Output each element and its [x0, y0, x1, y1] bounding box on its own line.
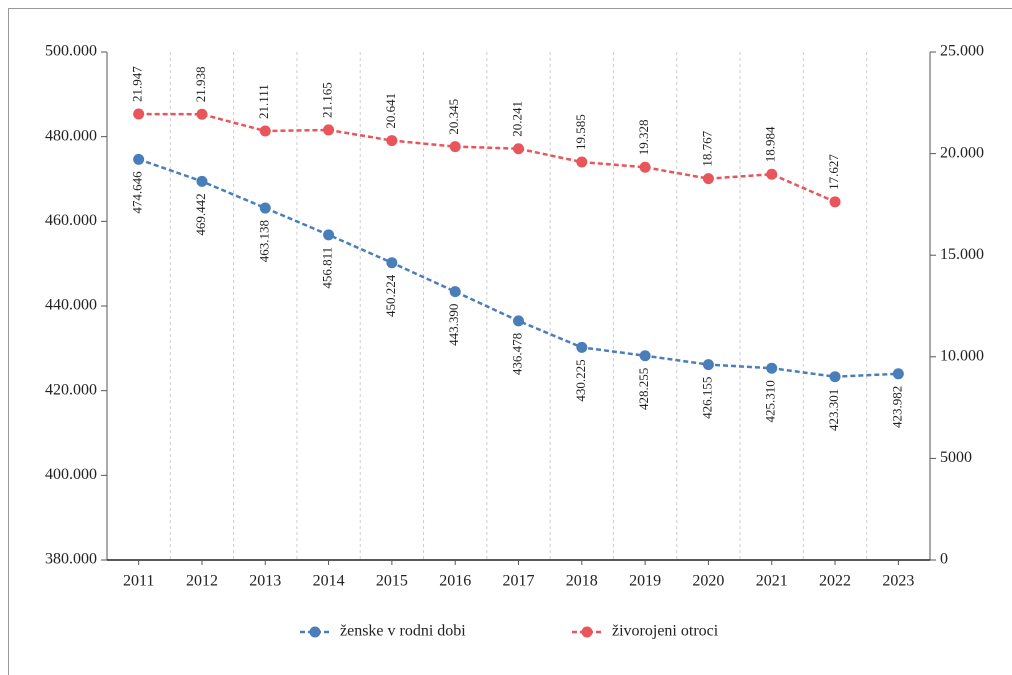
data-label: 20.641: [383, 93, 398, 129]
x-tick-label: 2017: [503, 573, 535, 590]
x-tick-label: 2021: [756, 573, 788, 590]
x-tick-label: 2019: [629, 573, 661, 590]
y2-tick-label: 5000: [940, 449, 972, 466]
series-line: [138, 112, 836, 203]
data-point: [702, 173, 714, 185]
x-tick-label: 2014: [313, 573, 345, 590]
data-label: 436.478: [509, 333, 524, 375]
data-label: 18.767: [699, 130, 714, 166]
x-tick-label: 2011: [123, 573, 154, 590]
data-point: [829, 371, 841, 383]
data-label: 21.947: [130, 66, 145, 102]
x-tick-label: 2018: [566, 573, 598, 590]
data-point: [386, 257, 398, 269]
data-point: [323, 124, 335, 136]
legend-label: ženske v rodni dobi: [340, 623, 466, 640]
data-point: [766, 168, 778, 180]
y2-tick-label: 0: [940, 551, 948, 568]
data-point: [196, 175, 208, 187]
y-tick-label: 380.000: [45, 551, 97, 568]
data-label: 19.328: [636, 120, 651, 156]
data-point: [576, 341, 588, 353]
legend-marker: [581, 626, 593, 638]
data-point: [133, 153, 145, 165]
x-tick-label: 2023: [882, 573, 914, 590]
data-label: 20.241: [509, 101, 524, 137]
data-label: 21.111: [256, 84, 271, 119]
data-label: 21.165: [320, 82, 335, 118]
data-label: 430.225: [573, 359, 588, 401]
y-tick-label: 440.000: [45, 297, 97, 314]
data-label: 21.938: [193, 66, 208, 102]
data-point: [449, 141, 461, 153]
data-label: 17.627: [826, 154, 841, 190]
data-label: 443.390: [446, 304, 461, 346]
data-point: [639, 161, 651, 173]
data-point: [639, 350, 651, 362]
data-point: [196, 108, 208, 120]
y-tick-label: 400.000: [45, 466, 97, 483]
data-label: 423.301: [826, 389, 841, 431]
data-label: 428.255: [636, 368, 651, 410]
data-label: 423.982: [889, 386, 904, 428]
x-tick-label: 2013: [249, 573, 281, 590]
data-label: 456.811: [320, 247, 335, 289]
y-tick-label: 460.000: [45, 212, 97, 229]
x-tick-label: 2020: [692, 573, 724, 590]
data-label: 426.155: [699, 377, 714, 419]
data-label: 425.310: [763, 380, 778, 422]
data-point: [766, 362, 778, 374]
x-tick-label: 2016: [439, 573, 471, 590]
x-tick-label: 2015: [376, 573, 408, 590]
data-point: [576, 156, 588, 168]
data-label: 19.585: [573, 114, 588, 150]
data-point: [259, 125, 271, 137]
data-label: 463.138: [256, 220, 271, 262]
x-tick-label: 2022: [819, 573, 851, 590]
y2-tick-label: 20.000: [940, 144, 984, 161]
data-point: [259, 202, 271, 214]
y2-tick-label: 25.000: [940, 43, 984, 60]
y-tick-label: 420.000: [45, 381, 97, 398]
y-tick-label: 500.000: [45, 43, 97, 60]
data-point: [702, 359, 714, 371]
legend-marker: [309, 626, 321, 638]
data-point: [892, 368, 904, 380]
y2-tick-label: 15.000: [940, 246, 984, 263]
data-label: 450.224: [383, 274, 398, 317]
x-tick-label: 2012: [186, 573, 218, 590]
data-point: [513, 143, 524, 155]
data-point: [386, 135, 398, 147]
data-label: 474.646: [130, 171, 145, 214]
y-tick-label: 480.000: [45, 127, 97, 144]
data-label: 20.345: [446, 99, 461, 135]
data-label: 469.442: [193, 193, 208, 235]
legend-label: živorojeni otroci: [612, 623, 719, 640]
data-point: [323, 229, 335, 241]
data-point: [449, 286, 461, 298]
data-label: 18.984: [763, 126, 778, 162]
data-point: [133, 108, 145, 120]
data-point: [829, 196, 841, 208]
y2-tick-label: 10.000: [940, 347, 984, 364]
data-point: [513, 315, 524, 327]
